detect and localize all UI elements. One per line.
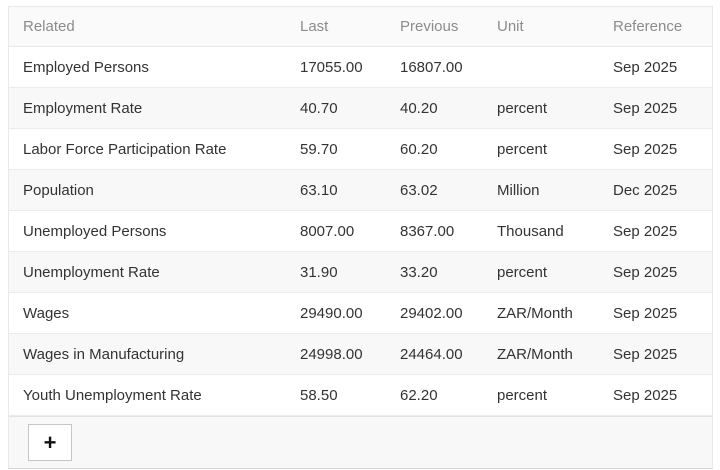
reference-value: Sep 2025 [613, 304, 678, 322]
unit-value: ZAR/Month [497, 304, 573, 322]
reference-value: Sep 2025 [613, 58, 678, 76]
table-header: Related Last Previous Unit Reference [9, 7, 712, 47]
last-value: 31.90 [300, 263, 338, 281]
table-row[interactable]: Unemployment Rate 31.90 33.20 percent Se… [9, 252, 712, 293]
last-value: 29490.00 [300, 304, 363, 322]
indicator-name[interactable]: Wages in Manufacturing [23, 345, 185, 363]
column-header-reference: Reference [613, 18, 683, 35]
table-row[interactable]: Youth Unemployment Rate 58.50 62.20 perc… [9, 375, 712, 416]
indicator-name[interactable]: Wages [23, 304, 70, 322]
table-row[interactable]: Population 63.10 63.02 Million Dec 2025 [9, 170, 712, 211]
previous-value: 16807.00 [400, 58, 463, 76]
table-row[interactable]: Employment Rate 40.70 40.20 percent Sep … [9, 88, 712, 129]
column-header-last: Last [300, 18, 329, 35]
column-header-unit: Unit [497, 18, 524, 35]
previous-value: 8367.00 [400, 222, 455, 240]
previous-value: 33.20 [400, 263, 438, 281]
indicator-name[interactable]: Population [23, 181, 94, 199]
last-value: 58.50 [300, 386, 338, 404]
unit-value: Million [497, 181, 540, 199]
column-header-related: Related [23, 18, 75, 35]
unit-value: percent [497, 99, 548, 117]
table-row[interactable]: Employed Persons 17055.00 16807.00 Sep 2… [9, 47, 712, 88]
previous-value: 63.02 [400, 181, 438, 199]
indicator-name[interactable]: Unemployed Persons [23, 222, 167, 240]
table-footer: + [9, 416, 712, 468]
unit-value: Thousand [497, 222, 564, 240]
last-value: 63.10 [300, 181, 338, 199]
last-value: 8007.00 [300, 222, 355, 240]
reference-value: Sep 2025 [613, 99, 678, 117]
table-row[interactable]: Unemployed Persons 8007.00 8367.00 Thous… [9, 211, 712, 252]
previous-value: 24464.00 [400, 345, 463, 363]
previous-value: 60.20 [400, 140, 438, 158]
last-value: 59.70 [300, 140, 338, 158]
reference-value: Sep 2025 [613, 263, 678, 281]
last-value: 17055.00 [300, 58, 363, 76]
column-header-previous: Previous [400, 18, 459, 35]
indicator-name[interactable]: Labor Force Participation Rate [23, 140, 227, 158]
indicator-name[interactable]: Employment Rate [23, 99, 143, 117]
reference-value: Dec 2025 [613, 181, 678, 199]
reference-value: Sep 2025 [613, 386, 678, 404]
table-row[interactable]: Wages in Manufacturing 24998.00 24464.00… [9, 334, 712, 375]
unit-value: percent [497, 263, 548, 281]
previous-value: 62.20 [400, 386, 438, 404]
last-value: 40.70 [300, 99, 338, 117]
table-row[interactable]: Labor Force Participation Rate 59.70 60.… [9, 129, 712, 170]
related-indicators-table: Related Last Previous Unit Reference Emp… [8, 6, 713, 469]
previous-value: 29402.00 [400, 304, 463, 322]
unit-value: percent [497, 140, 548, 158]
reference-value: Sep 2025 [613, 345, 678, 363]
last-value: 24998.00 [300, 345, 363, 363]
reference-value: Sep 2025 [613, 222, 678, 240]
previous-value: 40.20 [400, 99, 438, 117]
indicator-name[interactable]: Youth Unemployment Rate [23, 386, 202, 404]
unit-value: ZAR/Month [497, 345, 573, 363]
add-button[interactable]: + [28, 424, 72, 461]
indicator-name[interactable]: Unemployment Rate [23, 263, 160, 281]
indicator-name[interactable]: Employed Persons [23, 58, 149, 76]
plus-icon: + [43, 429, 57, 455]
unit-value: percent [497, 386, 548, 404]
table-row[interactable]: Wages 29490.00 29402.00 ZAR/Month Sep 20… [9, 293, 712, 334]
reference-value: Sep 2025 [613, 140, 678, 158]
